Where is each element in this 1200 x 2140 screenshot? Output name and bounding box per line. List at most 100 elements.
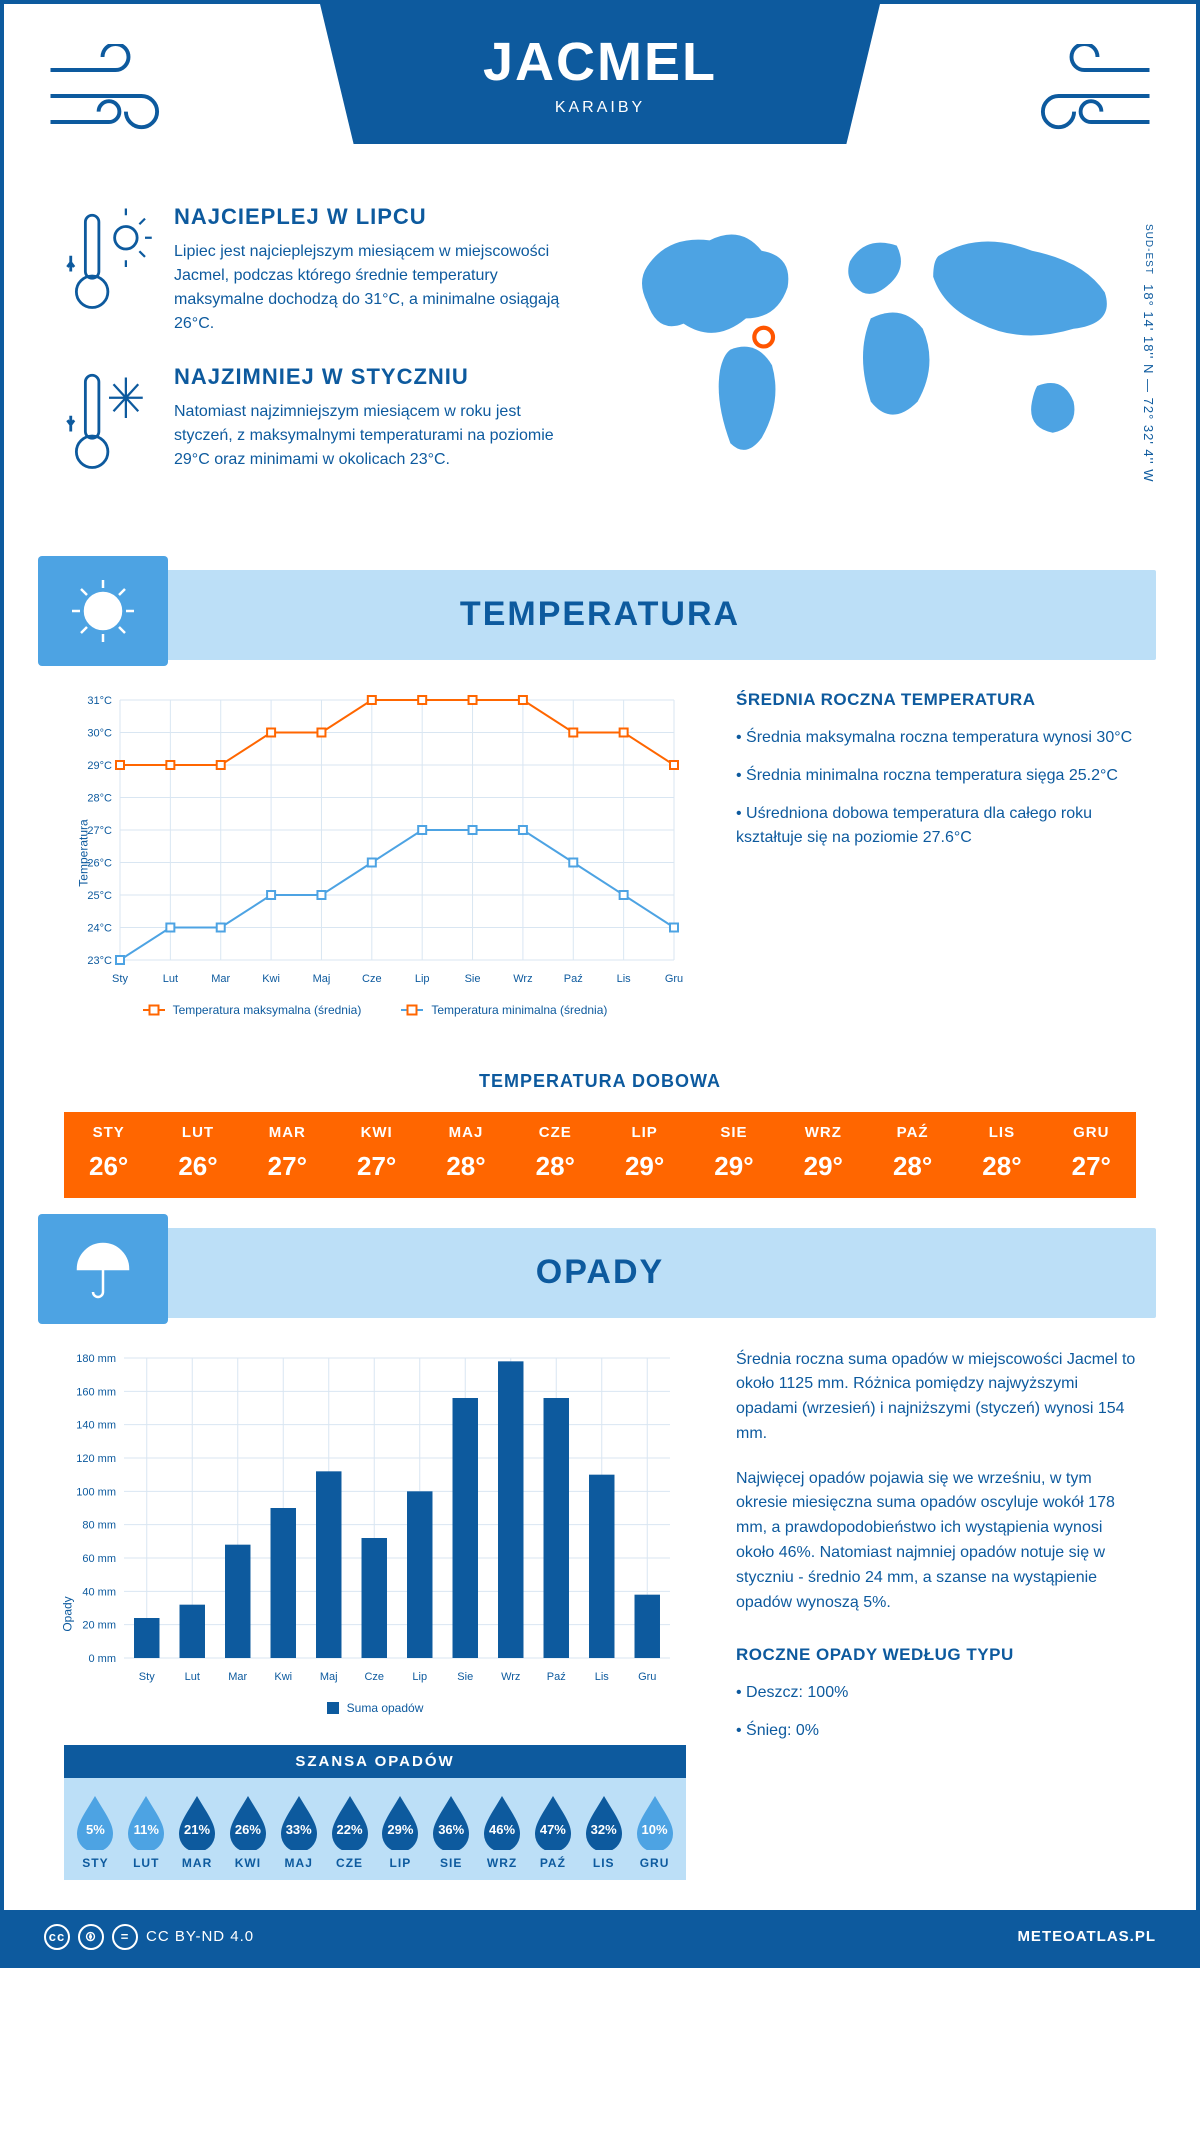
- temp-cell: WRZ29°: [779, 1112, 868, 1198]
- rain-drop: 36% SIE: [426, 1794, 477, 1870]
- svg-text:Wrz: Wrz: [513, 973, 532, 985]
- temperature-chart: Temperatura 23°C24°C25°C26°C27°C28°C29°C…: [64, 690, 686, 1017]
- temp-cell: KWI27°: [332, 1112, 421, 1198]
- thermometer-snow-icon: [64, 364, 154, 477]
- svg-text:140 mm: 140 mm: [76, 1419, 116, 1431]
- svg-text:20 mm: 20 mm: [82, 1619, 116, 1631]
- svg-text:23°C: 23°C: [87, 955, 112, 967]
- svg-text:60 mm: 60 mm: [82, 1553, 116, 1565]
- rain-section-header: OPADY: [44, 1228, 1156, 1318]
- svg-text:Cze: Cze: [362, 973, 382, 985]
- hottest-block: NAJCIEPLEJ W LIPCU Lipiec jest najcieple…: [64, 204, 576, 336]
- svg-text:Maj: Maj: [313, 973, 331, 985]
- bullet: • Średnia minimalna roczna temperatura s…: [736, 764, 1136, 788]
- coldest-block: NAJZIMNIEJ W STYCZNIU Natomiast najzimni…: [64, 364, 576, 482]
- hottest-text: Lipiec jest najcieplejszym miesiącem w m…: [174, 240, 576, 336]
- region-name: KARAIBY: [555, 99, 645, 117]
- by-icon: 🅯: [78, 1924, 104, 1950]
- rain-section-body: Opady 0 mm20 mm40 mm60 mm80 mm100 mm120 …: [4, 1348, 1196, 1910]
- temp-cell: MAR27°: [243, 1112, 332, 1198]
- site-name: METEOATLAS.PL: [1017, 1928, 1156, 1945]
- svg-text:Gru: Gru: [638, 1671, 656, 1683]
- temp-section-body: Temperatura 23°C24°C25°C26°C27°C28°C29°C…: [4, 690, 1196, 1047]
- svg-text:25°C: 25°C: [87, 890, 112, 902]
- precipitation-chart: Opady 0 mm20 mm40 mm60 mm80 mm100 mm120 …: [64, 1348, 686, 1880]
- wind-icon: [44, 44, 174, 148]
- license: cc 🅯 = CC BY-ND 4.0: [44, 1924, 254, 1950]
- svg-text:28°C: 28°C: [87, 792, 112, 804]
- svg-text:Lis: Lis: [617, 973, 632, 985]
- svg-text:Paź: Paź: [564, 973, 583, 985]
- svg-text:Cze: Cze: [364, 1671, 384, 1683]
- temp-cell: PAŹ28°: [868, 1112, 957, 1198]
- svg-text:Sty: Sty: [112, 973, 128, 985]
- svg-text:Wrz: Wrz: [501, 1671, 520, 1683]
- cc-icon: cc: [44, 1924, 70, 1950]
- temp-cell: STY26°: [64, 1112, 153, 1198]
- thermometer-sun-icon: [64, 204, 154, 317]
- rain-drop: 21% MAR: [172, 1794, 223, 1870]
- svg-text:Lip: Lip: [412, 1671, 427, 1683]
- header: JACMEL KARAIBY: [4, 4, 1196, 184]
- bullet: • Średnia maksymalna roczna temperatura …: [736, 726, 1136, 750]
- temp-cell: LIS28°: [957, 1112, 1046, 1198]
- city-name: JACMEL: [483, 31, 717, 93]
- svg-text:24°C: 24°C: [87, 922, 112, 934]
- rain-drop: 11% LUT: [121, 1794, 172, 1870]
- temp-legend: .legend-sw:nth-child(1)::after{border-co…: [64, 1003, 686, 1017]
- svg-text:Lut: Lut: [163, 973, 178, 985]
- footer: cc 🅯 = CC BY-ND 4.0 METEOATLAS.PL: [4, 1910, 1196, 1964]
- title-banner: JACMEL KARAIBY: [320, 4, 880, 144]
- temp-cell: LUT26°: [153, 1112, 242, 1198]
- rain-chance-panel: SZANSA OPADÓW 5% STY 11% LUT 21% MAR 26%…: [64, 1745, 686, 1880]
- svg-text:Kwi: Kwi: [262, 973, 280, 985]
- svg-text:31°C: 31°C: [87, 695, 112, 707]
- svg-text:Kwi: Kwi: [274, 1671, 292, 1683]
- rain-drop: 10% GRU: [629, 1794, 680, 1870]
- svg-text:160 mm: 160 mm: [76, 1386, 116, 1398]
- rain-drop: 29% LIP: [375, 1794, 426, 1870]
- svg-text:Sie: Sie: [465, 973, 481, 985]
- svg-text:Lut: Lut: [185, 1671, 200, 1683]
- temp-cell: GRU27°: [1047, 1112, 1136, 1198]
- world-map: SUD-EST 18° 14' 18'' N — 72° 32' 4'' W: [616, 204, 1136, 510]
- bullet: • Śnieg: 0%: [736, 1719, 1136, 1743]
- rain-drop: 22% CZE: [324, 1794, 375, 1870]
- temp-cell: MAJ28°: [421, 1112, 510, 1198]
- daily-temp-table: STY26°LUT26°MAR27°KWI27°MAJ28°CZE28°LIP2…: [64, 1112, 1136, 1198]
- svg-text:Lis: Lis: [595, 1671, 610, 1683]
- sun-icon: [68, 576, 138, 646]
- rain-drop: 46% WRZ: [477, 1794, 528, 1870]
- daily-temp-title: TEMPERATURA DOBOWA: [4, 1071, 1196, 1092]
- svg-text:Gru: Gru: [665, 973, 683, 985]
- rain-drop: 32% LIS: [578, 1794, 629, 1870]
- bullet: • Uśredniona dobowa temperatura dla całe…: [736, 802, 1136, 850]
- infographic-page: JACMEL KARAIBY NAJCIEPLEJ W LIPCU Lipiec…: [0, 0, 1200, 1968]
- rain-drop: 5% STY: [70, 1794, 121, 1870]
- coldest-text: Natomiast najzimniejszym miesiącem w rok…: [174, 400, 576, 472]
- svg-text:Mar: Mar: [211, 973, 230, 985]
- svg-text:30°C: 30°C: [87, 727, 112, 739]
- temp-cell: LIP29°: [600, 1112, 689, 1198]
- rain-drop: 33% MAJ: [273, 1794, 324, 1870]
- wind-icon: [1026, 44, 1156, 148]
- intro-text-col: NAJCIEPLEJ W LIPCU Lipiec jest najcieple…: [64, 204, 576, 510]
- temp-cell: CZE28°: [511, 1112, 600, 1198]
- svg-text:Mar: Mar: [228, 1671, 247, 1683]
- svg-text:Sty: Sty: [139, 1671, 155, 1683]
- svg-text:Lip: Lip: [415, 973, 430, 985]
- svg-text:Sie: Sie: [457, 1671, 473, 1683]
- svg-text:0 mm: 0 mm: [89, 1653, 117, 1665]
- svg-text:80 mm: 80 mm: [82, 1519, 116, 1531]
- hottest-title: NAJCIEPLEJ W LIPCU: [174, 204, 576, 230]
- svg-text:120 mm: 120 mm: [76, 1453, 116, 1465]
- intro-row: NAJCIEPLEJ W LIPCU Lipiec jest najcieple…: [4, 184, 1196, 550]
- rain-drop: 47% PAŹ: [527, 1794, 578, 1870]
- svg-text:Maj: Maj: [320, 1671, 338, 1683]
- temp-side-text: ŚREDNIA ROCZNA TEMPERATURA • Średnia mak…: [736, 690, 1136, 1017]
- umbrella-icon: [68, 1234, 138, 1304]
- rain-legend: Suma opadów: [64, 1701, 686, 1715]
- coldest-title: NAJZIMNIEJ W STYCZNIU: [174, 364, 576, 390]
- world-map-svg: [616, 204, 1136, 474]
- svg-text:Paź: Paź: [547, 1671, 566, 1683]
